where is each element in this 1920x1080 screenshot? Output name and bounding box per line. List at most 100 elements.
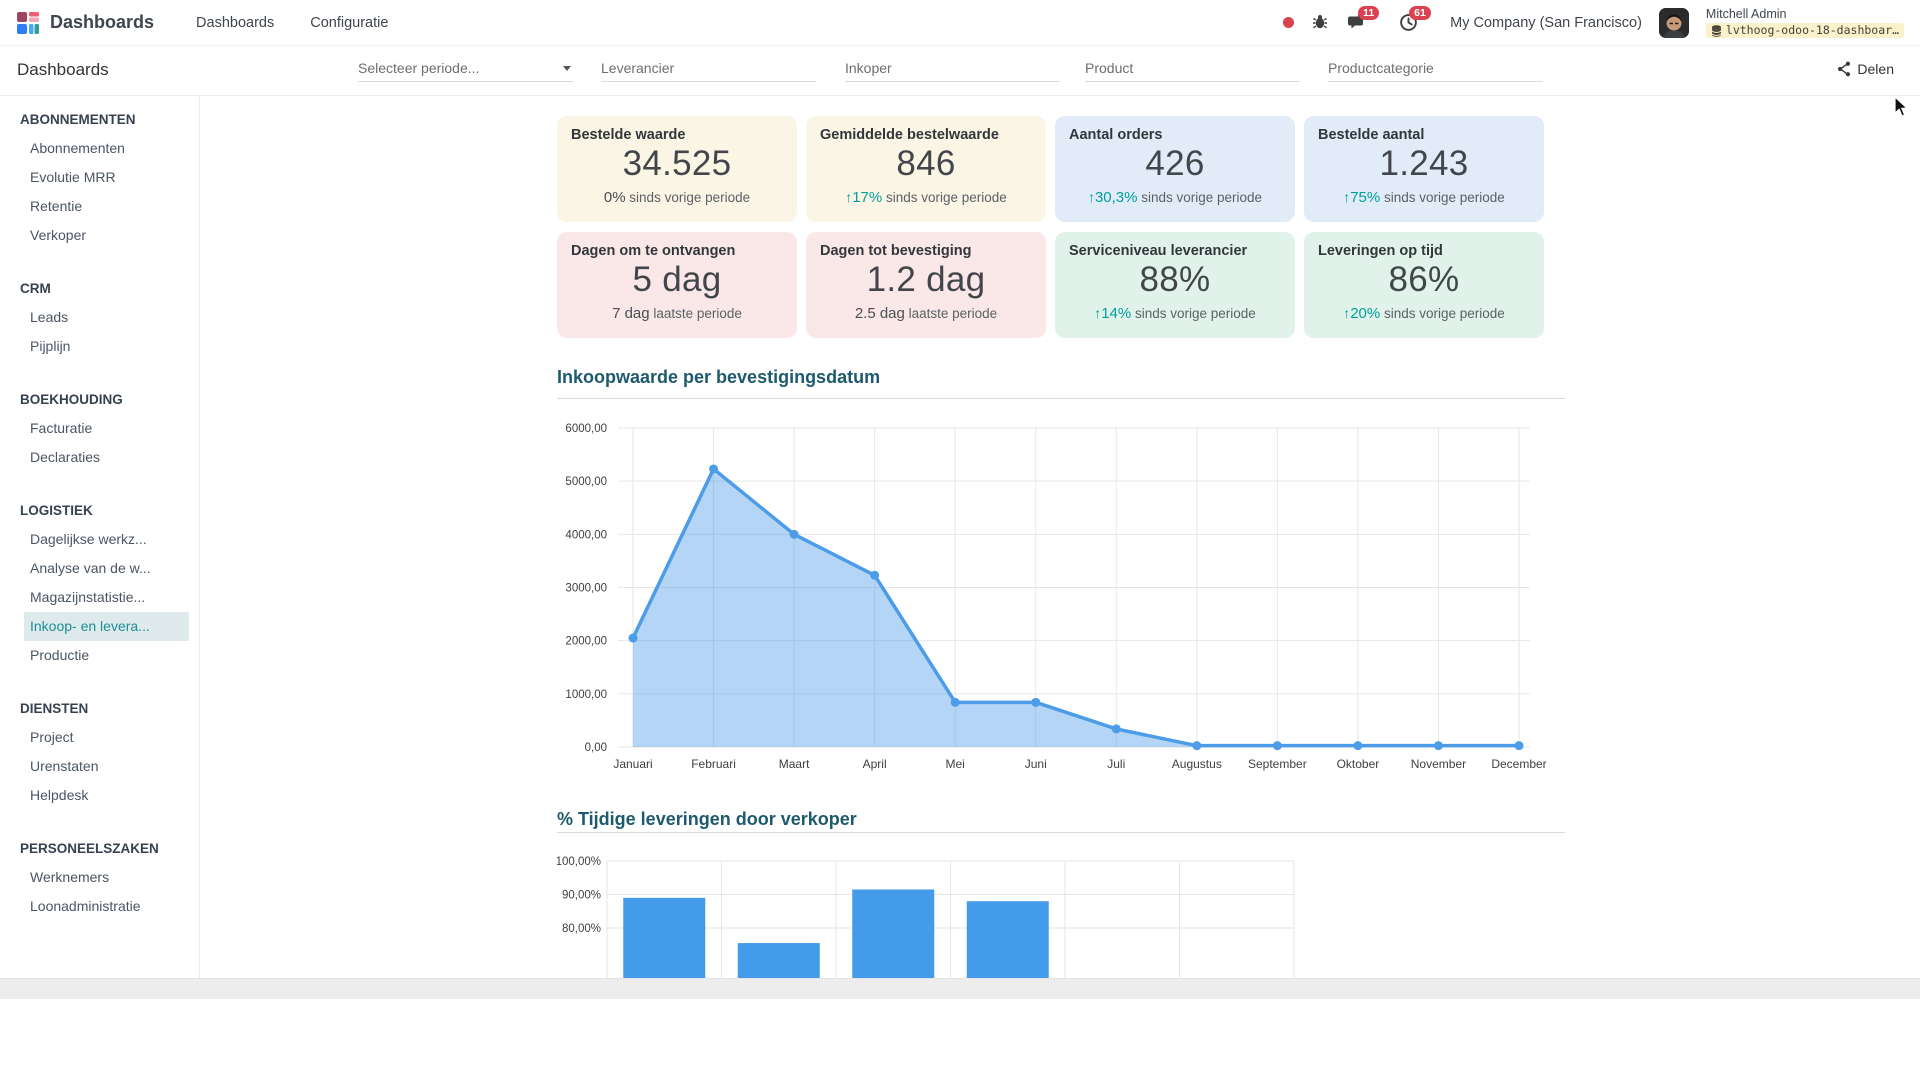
sidebar-item-helpdesk[interactable]: Helpdesk (30, 787, 89, 803)
svg-text:Februari: Februari (691, 757, 736, 771)
kpi-subtitle: ↑17% sinds vorige periode (820, 189, 1032, 206)
nav-menu: Dashboards Configuratie (196, 15, 388, 31)
kpi-delta-caption: sinds vorige periode (1380, 306, 1505, 321)
kpi-value: 34.525 (622, 144, 732, 183)
svg-text:April: April (863, 757, 887, 771)
sidebar-item-project[interactable]: Project (30, 729, 74, 745)
nav-menu-item-dashboards[interactable]: Dashboards (196, 14, 275, 31)
kpi-title: Bestelde aantal (1318, 127, 1425, 143)
sidebar-item-magazijnstatistie[interactable]: Magazijnstatistie... (30, 589, 146, 605)
sidebar-item-abonnementen[interactable]: Abonnementen (30, 140, 125, 156)
filter-input-product[interactable] (1085, 57, 1300, 82)
kpi-delta-caption: sinds vorige periode (882, 190, 1007, 205)
filter-productcategorie (1328, 57, 1543, 82)
kpi-delta-caption: laatste periode (904, 306, 998, 321)
kpi-delta: 0% (603, 189, 626, 206)
sidebar-section-title: PERSONEELSZAKEN (20, 841, 159, 856)
svg-text:Mei: Mei (946, 757, 965, 771)
messages-icon[interactable]: 11 (1348, 5, 1380, 33)
sidebar-section-boekhouding: BOEKHOUDING Facturatie Declaraties (0, 385, 199, 472)
kpi-subtitle: 0% sinds vorige periode (571, 189, 783, 206)
sidebar-item-werknemers[interactable]: Werknemers (30, 869, 110, 885)
sidebar-item-urenstaten[interactable]: Urenstaten (30, 758, 99, 774)
user-name: Mitchell Admin (1705, 6, 1787, 21)
kpi-card-dagen-om-te-ontvangen: Dagen om te ontvangen 5 dag 7 dag laatste … (557, 232, 797, 338)
filter-input-inkoper[interactable] (845, 57, 1060, 82)
kpi-card-bestelde-waarde: Bestelde waarde 34.525 0% sinds vorige per… (557, 116, 797, 222)
svg-text:4000,00: 4000,00 (565, 529, 607, 541)
dropdown-caret-icon (563, 66, 571, 71)
sidebar-item-inkoop-en-levera[interactable]: Inkoop- en levera... (24, 612, 189, 641)
sidebar-item-analyse-van-de-w[interactable]: Analyse van de w... (30, 560, 151, 576)
database-name: lvthoog-odoo-18-dashboar… (1725, 23, 1899, 38)
kpi-delta: 14% (1101, 305, 1132, 322)
sidebar-item-evolutie-mrr[interactable]: Evolutie MRR (30, 169, 116, 185)
svg-text:Juni: Juni (1025, 757, 1047, 771)
apps-menu-button[interactable]: Dashboards (16, 11, 154, 35)
kpi-subtitle: ↑20% sinds vorige periode (1318, 305, 1530, 322)
user-menu[interactable]: Mitchell Admin lvthoog-odoo-18-dashboar… (1705, 6, 1904, 39)
kpi-title: Gemiddelde bestelwaarde (820, 127, 999, 143)
kpi-title: Aantal orders (1069, 127, 1163, 143)
sidebar-item-declaraties[interactable]: Declaraties (30, 449, 101, 465)
kpi-delta: 20% (1350, 305, 1381, 322)
filter-input-leverancier[interactable] (601, 57, 816, 82)
kpi-delta-caption: sinds vorige periode (625, 190, 751, 205)
sidebar-item-pijplijn[interactable]: Pijplijn (30, 338, 71, 354)
nav-menu-item-configuratie[interactable]: Configuratie (310, 14, 389, 31)
sidebar-item-facturatie[interactable]: Facturatie (30, 420, 93, 436)
kpi-delta: 17% (852, 189, 883, 206)
chart-title-purchase-value: Inkoopwaarde per bevestigingsdatum (557, 367, 881, 387)
sidebar-item-productie[interactable]: Productie (30, 647, 90, 663)
activities-clock-icon[interactable]: 61 (1399, 5, 1431, 33)
sidebar-item-loonadministratie[interactable]: Loonadministratie (30, 898, 141, 914)
svg-text:0,00: 0,00 (585, 742, 607, 754)
kpi-value: 846 (896, 144, 956, 183)
svg-text:3000,00: 3000,00 (565, 583, 607, 595)
kpi-value: 88% (1139, 260, 1211, 299)
status-dot-icon (1283, 17, 1295, 28)
kpi-delta-caption: laatste periode (649, 306, 742, 321)
filter-input-selecteer-periode[interactable] (358, 57, 573, 82)
kpi-value: 1.2 dag (866, 260, 986, 299)
kpi-delta-caption: sinds vorige periode (1380, 190, 1505, 205)
share-icon (1838, 61, 1851, 77)
kpi-subtitle: ↑30,3% sinds vorige periode (1069, 189, 1281, 206)
up-arrow-icon: ↑ (845, 189, 853, 205)
svg-text:November: November (1411, 757, 1466, 771)
sidebar-section-abonnementen: ABONNEMENTEN Abonnementen Evolutie MRR Rete… (0, 105, 199, 250)
up-arrow-icon: ↑ (1094, 305, 1102, 321)
debug-bug-icon[interactable] (1311, 13, 1331, 33)
app-grid-icon (17, 11, 39, 34)
kpi-subtitle: 7 dag laatste periode (571, 305, 783, 322)
purchase-value-area-chart: 6000,00 5000,00 4000,00 3000,00 2000,00 1000,… (565, 423, 1546, 771)
sidebar-item-verkoper[interactable]: Verkoper (30, 227, 87, 243)
svg-text:Januari: Januari (613, 757, 652, 771)
sidebar-item-retentie[interactable]: Retentie (30, 198, 83, 214)
kpi-card-aantal-orders: Aantal orders 426 ↑30,3% sinds vorige peri… (1055, 116, 1295, 222)
app-name: Dashboards (50, 12, 155, 32)
kpi-title: Leveringen op tijd (1318, 243, 1443, 259)
kpi-value: 1.243 (1379, 144, 1469, 183)
user-avatar[interactable] (1658, 7, 1689, 38)
share-button[interactable]: Delen (1837, 61, 1894, 77)
svg-text:September: September (1248, 757, 1307, 771)
sidebar-section-title: LOGISTIEK (20, 503, 93, 518)
company-switcher[interactable]: My Company (San Francisco) (1450, 14, 1642, 31)
kpi-subtitle: 2.5 dag laatste periode (820, 305, 1032, 322)
kpi-card-serviceniveau-leverancier: Serviceniveau leverancier 88% ↑14% sinds v… (1055, 232, 1295, 338)
dashboard-inner: Bestelde waarde 34.525 0% sinds vorige per… (557, 95, 1565, 978)
top-navbar: Dashboards Dashboards Configuratie 11 (0, 0, 1920, 46)
filter-inkoper (845, 57, 1060, 82)
sidebar-item-dagelijkse-werkz[interactable]: Dagelijkse werkz... (30, 531, 147, 547)
filter-selecteer-periode (358, 57, 573, 82)
sidebar-section-diensten: DIENSTEN Project Urenstaten Helpdesk (0, 694, 199, 810)
kpi-title: Serviceniveau leverancier (1069, 243, 1248, 259)
sidebar-item-leads[interactable]: Leads (30, 309, 69, 325)
share-label: Delen (1857, 61, 1894, 77)
filter-input-productcategorie[interactable] (1328, 57, 1543, 82)
mouse-cursor (1894, 96, 1909, 117)
filter-product (1085, 57, 1300, 82)
sidebar-section-crm: CRM Leads Pijplijn (0, 274, 199, 361)
